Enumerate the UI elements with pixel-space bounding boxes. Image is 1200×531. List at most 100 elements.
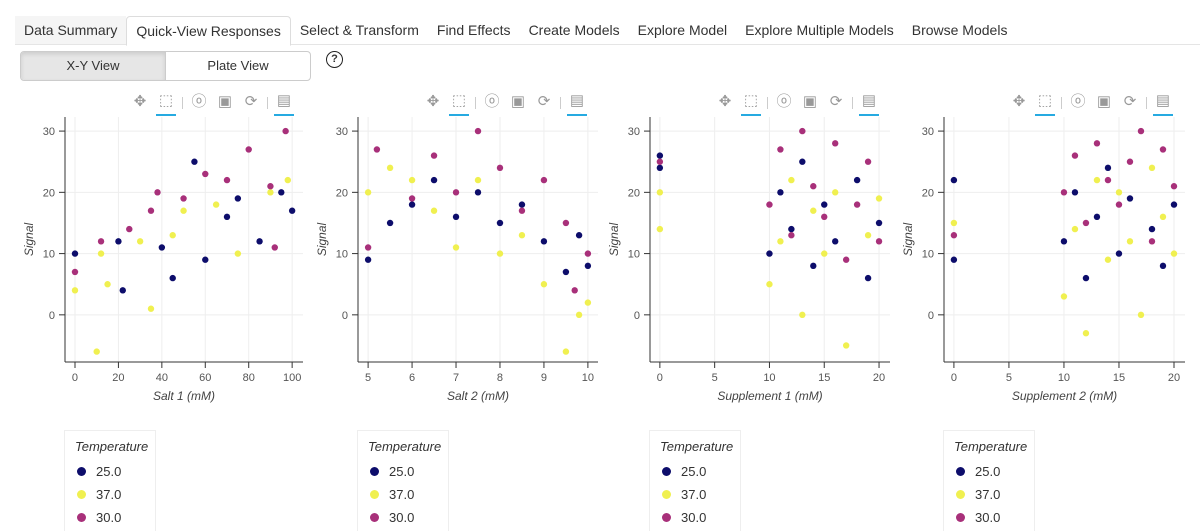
legend-swatch (77, 490, 86, 499)
data-point-30.0 (799, 127, 806, 135)
help-icon[interactable]: ? (326, 51, 343, 68)
data-point-37.0 (810, 207, 817, 214)
data-point-25.0 (799, 158, 806, 165)
x-tick-label: 0 (951, 372, 957, 384)
hover-icon[interactable]: ▤ (274, 91, 294, 116)
tab-explore-multiple-models[interactable]: Explore Multiple Models (745, 22, 894, 38)
data-point-30.0 (777, 146, 784, 153)
legend-label: 37.0 (389, 487, 415, 502)
data-point-30.0 (1137, 127, 1145, 135)
legend-item[interactable]: 25.0 (358, 460, 448, 483)
tab-select-transform[interactable]: Select & Transform (299, 22, 419, 38)
legend: Temperature 25.0 37.0 30.0 (64, 430, 156, 531)
data-point-25.0 (474, 189, 482, 196)
legend-item[interactable]: 25.0 (944, 460, 1034, 483)
scatter-plot-3[interactable]: 0 5 10 15 20 0 10 20 30 Supplement 1 (mM) Signal (607, 117, 890, 403)
wheel-zoom-icon[interactable]: ⓞ (191, 93, 207, 110)
plate-view-button[interactable]: Plate View (207, 58, 269, 73)
data-point-30.0 (1060, 189, 1068, 196)
legend-item[interactable]: 37.0 (358, 483, 448, 506)
box-zoom-icon[interactable]: ⬚ (741, 91, 761, 116)
legend-item[interactable]: 37.0 (65, 483, 155, 506)
data-point-37.0 (875, 195, 883, 202)
scatter-plot-2[interactable]: 5 6 7 8 9 10 0 10 20 30 Salt 2 (mM) Signal (315, 117, 598, 403)
data-point-37.0 (832, 189, 839, 196)
tab-find-effects[interactable]: Find Effects (436, 22, 511, 38)
data-point-37.0 (656, 225, 664, 233)
x-axis-label: Salt 2 (mM) (447, 389, 509, 403)
reset-icon[interactable]: ⟳ (537, 92, 551, 110)
data-point-30.0 (562, 219, 570, 227)
legend-item[interactable]: 30.0 (358, 506, 448, 529)
x-axis-label: Salt 1 (mM) (153, 389, 215, 403)
legend-swatch (77, 513, 86, 522)
data-point-25.0 (169, 274, 176, 282)
save-icon[interactable]: ▣ (217, 92, 233, 110)
data-point-37.0 (180, 207, 187, 214)
x-tick-label: 10 (582, 372, 594, 384)
hover-icon[interactable]: ▤ (1153, 91, 1173, 116)
wheel-zoom-icon[interactable]: ⓞ (776, 93, 792, 110)
y-tick-label: 10 (43, 249, 55, 261)
y-tick-label: 10 (922, 249, 934, 261)
plot-toolbar: ✥ ⬚ ⓞ ▣ ⟳ ▤ (130, 90, 294, 116)
data-point-30.0 (1115, 201, 1123, 208)
legend-item[interactable]: 30.0 (65, 506, 155, 529)
tab-quick-view-responses[interactable]: Quick-View Responses (126, 16, 291, 46)
reset-icon[interactable]: ⟳ (829, 92, 843, 110)
data-point-37.0 (147, 305, 155, 312)
plot-toolbar: ✥ ⬚ ⓞ ▣ ⟳ ▤ (715, 90, 879, 116)
reset-icon[interactable]: ⟳ (1123, 92, 1137, 110)
data-point-25.0 (788, 225, 795, 233)
hover-icon[interactable]: ▤ (859, 91, 879, 116)
data-point-37.0 (1170, 250, 1178, 257)
scatter-plot-1[interactable]: 0 20 40 60 80 100 0 10 20 30 Salt 1 (mM) Signal (22, 117, 303, 403)
data-point-30.0 (1148, 238, 1156, 245)
box-zoom-icon[interactable]: ⬚ (1035, 91, 1055, 116)
tab-data-summary[interactable]: Data Summary (15, 16, 127, 44)
legend-item[interactable]: 37.0 (650, 483, 740, 506)
y-tick-label: 30 (336, 126, 348, 138)
data-point-30.0 (71, 268, 79, 276)
x-tick-label: 0 (72, 372, 78, 384)
pan-icon[interactable]: ✥ (133, 92, 147, 110)
data-point-37.0 (821, 250, 828, 257)
legend-item[interactable]: 25.0 (650, 460, 740, 483)
pan-icon[interactable]: ✥ (426, 92, 440, 110)
legend-swatch (77, 467, 86, 476)
x-tick-label: 0 (657, 372, 663, 384)
pan-icon[interactable]: ✥ (718, 92, 732, 110)
wheel-zoom-icon[interactable]: ⓞ (1070, 93, 1086, 110)
data-point-37.0 (234, 250, 242, 257)
data-point-30.0 (853, 201, 861, 208)
data-point-25.0 (853, 176, 861, 184)
save-icon[interactable]: ▣ (1096, 92, 1112, 110)
wheel-zoom-icon[interactable]: ⓞ (484, 93, 500, 110)
data-point-25.0 (562, 268, 570, 276)
data-point-37.0 (71, 287, 79, 294)
box-zoom-icon[interactable]: ⬚ (156, 91, 176, 116)
y-tick-label: 0 (49, 310, 55, 322)
tab-explore-model[interactable]: Explore Model (637, 22, 728, 38)
save-icon[interactable]: ▣ (510, 92, 526, 110)
data-point-37.0 (169, 232, 176, 239)
scatter-plot-4[interactable]: 0 5 10 15 20 0 10 20 30 Supplement 2 (mM) Signal (901, 117, 1185, 403)
save-icon[interactable]: ▣ (802, 92, 818, 110)
x-tick-label: 20 (873, 372, 885, 384)
legend-item[interactable]: 25.0 (65, 460, 155, 483)
legend-item[interactable]: 37.0 (944, 483, 1034, 506)
legend-item[interactable]: 30.0 (650, 506, 740, 529)
hover-icon[interactable]: ▤ (567, 91, 587, 116)
box-zoom-icon[interactable]: ⬚ (449, 91, 469, 116)
legend-item[interactable]: 30.0 (944, 506, 1034, 529)
data-point-25.0 (540, 238, 548, 245)
tab-create-models[interactable]: Create Models (528, 22, 620, 38)
xy-view-button[interactable]: X-Y View (21, 52, 166, 80)
y-tick-label: 20 (43, 187, 55, 199)
data-point-25.0 (1159, 262, 1167, 270)
pan-icon[interactable]: ✥ (1012, 92, 1026, 110)
reset-icon[interactable]: ⟳ (244, 92, 258, 110)
data-point-30.0 (656, 158, 664, 165)
tab-browse-models[interactable]: Browse Models (911, 22, 1008, 38)
